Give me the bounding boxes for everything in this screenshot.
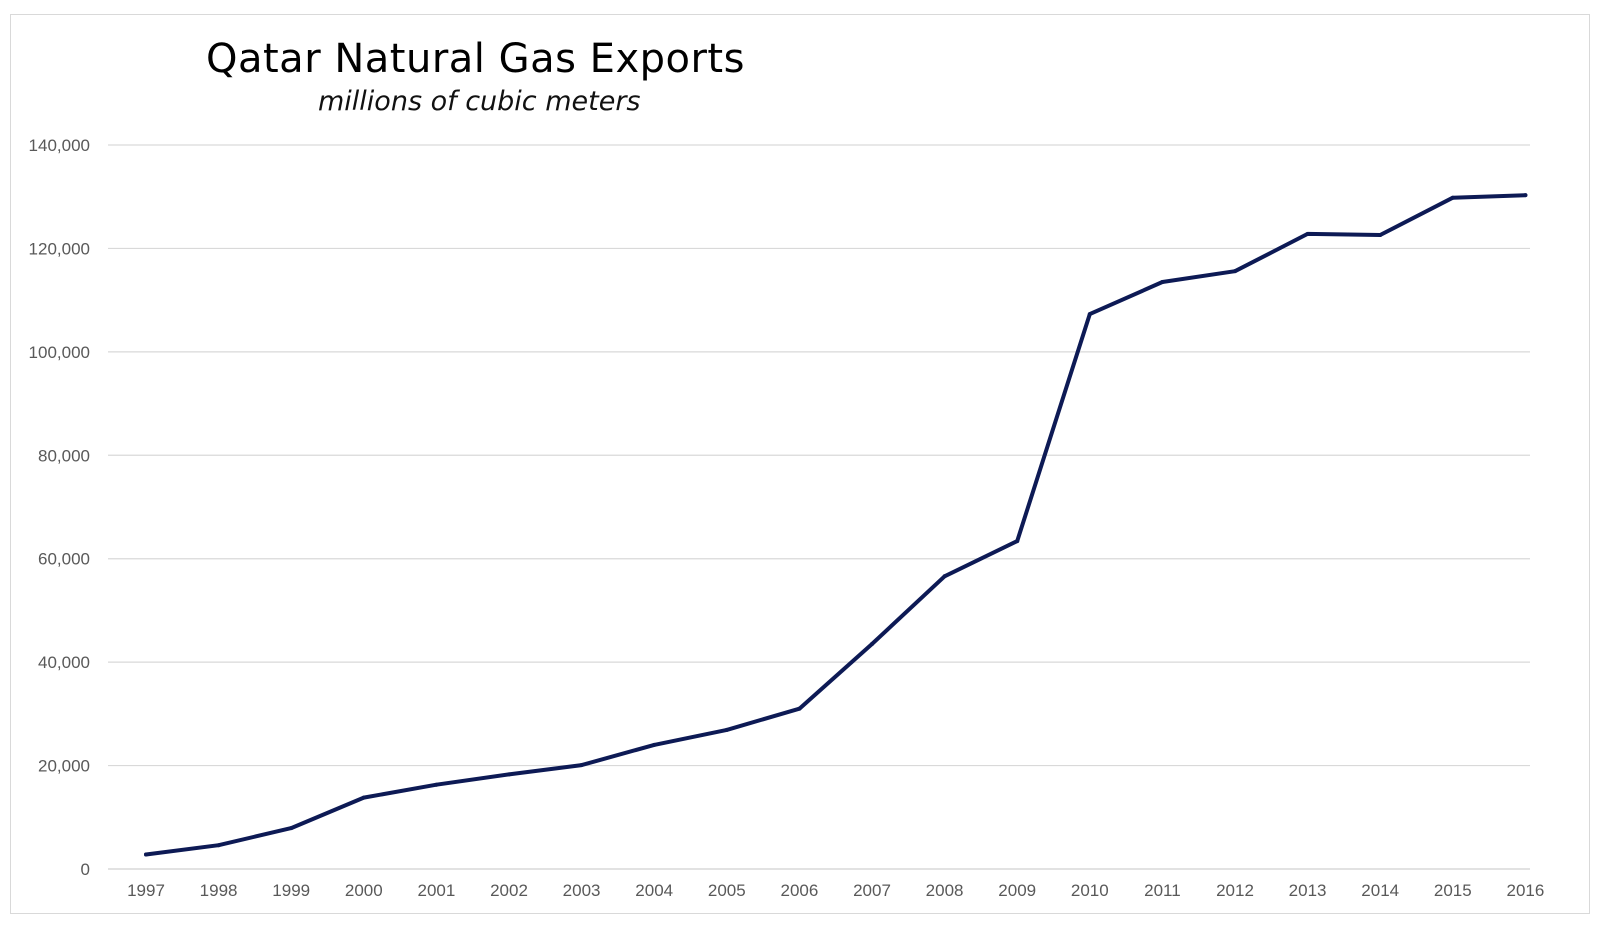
x-tick-label: 2003 [563, 881, 601, 900]
y-tick-label: 40,000 [38, 653, 90, 672]
x-tick-label: 2010 [1071, 881, 1109, 900]
x-tick-label: 1997 [127, 881, 165, 900]
data-point-1998 [216, 843, 221, 848]
data-point-2007 [870, 642, 874, 647]
data-point-2004 [652, 742, 657, 747]
chart-frame [10, 14, 1590, 914]
x-tick-label: 1998 [200, 881, 238, 900]
data-point-2002 [507, 772, 511, 777]
data-point-2010 [1087, 312, 1092, 317]
data-point-2008 [942, 574, 947, 579]
x-tick-label: 2006 [780, 881, 818, 900]
data-point-2016 [1523, 193, 1528, 198]
data-point-2011 [1160, 280, 1165, 285]
x-tick-label: 2001 [417, 881, 455, 900]
x-tick-label: 2014 [1361, 881, 1399, 900]
chart-subtitle: millions of cubic meters [318, 86, 641, 117]
x-tick-label: 2009 [998, 881, 1036, 900]
data-point-1999 [289, 826, 294, 831]
y-tick-label: 140,000 [29, 136, 90, 155]
x-tick-label: 2011 [1144, 881, 1181, 900]
data-point-2014 [1378, 232, 1383, 237]
x-tick-label: 2008 [926, 881, 964, 900]
data-point-2006 [797, 706, 802, 711]
x-tick-label: 2005 [708, 881, 746, 900]
x-tick-label: 2016 [1506, 881, 1544, 900]
y-tick-label: 120,000 [29, 239, 90, 258]
data-point-2009 [1015, 539, 1020, 544]
x-tick-label: 2000 [345, 881, 383, 900]
data-point-2013 [1305, 231, 1310, 236]
y-axis-ticks: 0 20,000 40,000 60,000 80,000 100,000 120,000 1… [29, 136, 90, 879]
x-tick-label: 1999 [272, 881, 310, 900]
data-point-2000 [361, 795, 366, 800]
data-point-2012 [1233, 269, 1237, 274]
x-axis-ticks: 1997 1998 1999 2000 2001 2002 2003 2004 2005 2006… [127, 881, 1544, 900]
y-tick-label: 60,000 [38, 550, 90, 569]
data-point-2003 [579, 763, 584, 768]
x-tick-label: 2007 [853, 881, 891, 900]
series-line [144, 193, 1528, 857]
y-tick-label: 80,000 [38, 446, 90, 465]
x-tick-label: 2015 [1434, 881, 1472, 900]
data-point-2001 [434, 782, 439, 787]
y-tick-label: 100,000 [29, 343, 90, 362]
y-tick-label: 20,000 [38, 757, 90, 776]
x-tick-label: 2013 [1289, 881, 1327, 900]
data-point-1997 [144, 852, 148, 857]
gridlines [108, 144, 1530, 870]
y-tick-label: 0 [81, 860, 90, 879]
data-point-2005 [724, 727, 729, 732]
x-tick-label: 2004 [635, 881, 673, 900]
x-tick-label: 2012 [1216, 881, 1254, 900]
data-point-2015 [1450, 195, 1455, 200]
series-layer [144, 193, 1528, 857]
chart-title: Qatar Natural Gas Exports [206, 36, 745, 82]
x-tick-label: 2002 [490, 881, 528, 900]
